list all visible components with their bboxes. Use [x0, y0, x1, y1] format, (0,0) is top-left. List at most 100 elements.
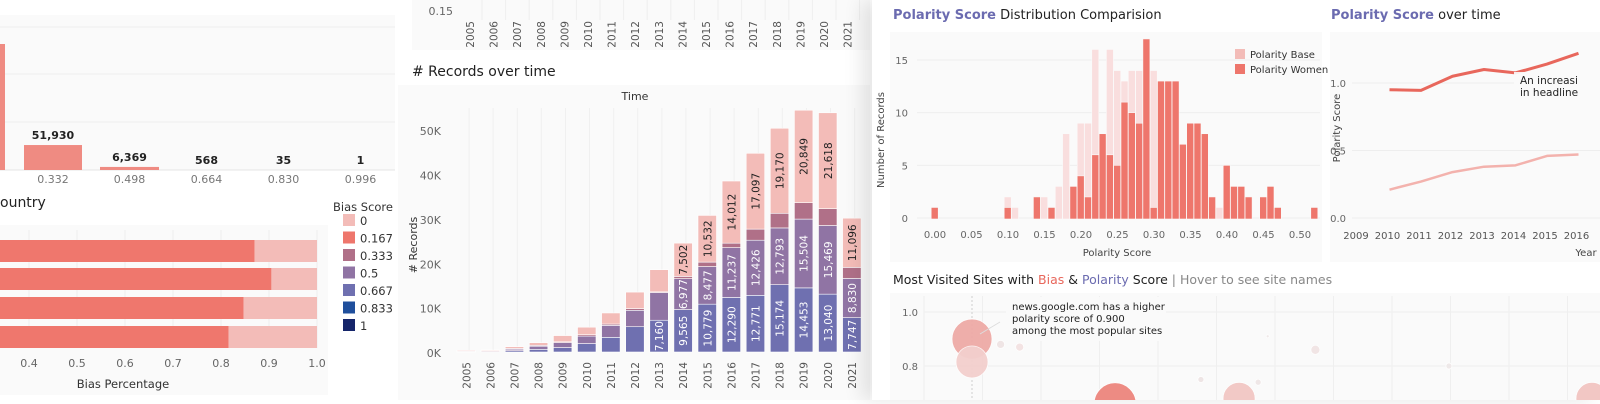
- records-x-tick: 2019: [799, 362, 811, 389]
- polarity-hist-title-rest: Distribution Comparision: [996, 8, 1162, 23]
- scatter-point: [955, 345, 989, 379]
- records-bar-0-2019: [794, 109, 814, 203]
- hist-y-axis-title: Number of Records: [876, 92, 887, 188]
- bias-hist-tick-label: 0.664: [191, 173, 223, 186]
- hist-bar-polarity-women: [1244, 196, 1253, 220]
- hist-y-tick: 0: [902, 214, 908, 225]
- records-bar-0-2012: [625, 291, 645, 309]
- records-y-tick: 10K: [420, 303, 442, 316]
- records-x-tick: 2008: [534, 362, 546, 389]
- bias-hist-value-label: 568: [195, 154, 218, 167]
- hist-bar-polarity-women: [1069, 186, 1078, 220]
- records-y-tick: 20K: [420, 258, 442, 271]
- records-bar-0-2018: [769, 127, 790, 214]
- records-x-axis-title-top: Time: [621, 90, 649, 103]
- records-bar-label: 7,160: [654, 321, 666, 351]
- hist-x-tick: 0.45: [1252, 230, 1274, 241]
- bias-hist-plot-bg: [0, 15, 395, 170]
- hist-bar-polarity-women: [1186, 122, 1195, 220]
- hist-bar-polarity-women: [1091, 154, 1100, 220]
- line-annotation-text: in headline: [1520, 87, 1578, 99]
- legend-label-0.333: 0.333: [360, 249, 393, 263]
- hist-x-tick: 0.30: [1143, 230, 1165, 241]
- polarity-hist-title-accent: Polarity Score: [893, 8, 996, 23]
- records-bar-0-2016: [721, 180, 741, 244]
- hist-x-tick: 0.50: [1289, 230, 1311, 241]
- records-y-axis-title: # Records: [407, 217, 420, 274]
- hist-x-tick: 0.05: [960, 230, 982, 241]
- records-bar-label: 8,830: [847, 283, 859, 313]
- country-bar-0: [254, 240, 317, 262]
- scatter-title-part1: Most Visited Sites with: [893, 272, 1039, 287]
- records-bar-label: 9,565: [678, 316, 690, 346]
- records-bar-0-2009: [553, 335, 573, 343]
- records-bar-0-2020: [818, 112, 838, 209]
- bias-score-legend-title: Bias Score: [333, 200, 393, 214]
- hist-bar-polarity-women: [1237, 186, 1246, 220]
- top-chart-year-tick: 2007: [512, 21, 524, 48]
- top-chart-year-tick: 2016: [725, 21, 737, 48]
- scatter-point: [1310, 344, 1321, 355]
- scatter-point: [1254, 378, 1262, 386]
- line-annotation-text: An increasi: [1520, 75, 1578, 87]
- top-chart-year-tick: 2005: [465, 21, 477, 48]
- scatter-y-tick: 0.8: [902, 362, 918, 373]
- records-bar-0-2014: [673, 242, 693, 277]
- records-x-tick: 2005: [461, 362, 473, 389]
- records-bar-0.5-2013: [649, 291, 669, 321]
- legend-swatch-1: [343, 319, 355, 331]
- records-bar-label: 14,453: [799, 302, 811, 339]
- top-chart-year-tick: 2013: [654, 21, 666, 48]
- records-bar-label: 14,012: [726, 194, 738, 231]
- top-chart-year-tick: 2010: [583, 21, 595, 48]
- hist-bar-polarity-women: [1127, 112, 1136, 220]
- top-chart-year-tick: 2018: [772, 21, 784, 48]
- records-bar-0.333-2016: [721, 242, 741, 248]
- legend-label-1: 1: [360, 319, 367, 333]
- hist-bar-polarity-women: [1230, 186, 1238, 220]
- top-chart-year-tick: 2020: [819, 21, 831, 48]
- records-bar-0-2010: [577, 326, 597, 335]
- records-bar-label: 15,469: [823, 241, 835, 278]
- hist-bar-polarity-women: [1113, 165, 1121, 220]
- bias-hist-value-label: 51,930: [32, 129, 75, 142]
- scatter-title-hint: Hover to see site names: [1179, 272, 1333, 287]
- top-axis-plot-bg: [412, 0, 870, 50]
- scatter-point: [1197, 376, 1205, 383]
- records-bar-0.333-2018: [769, 212, 790, 229]
- records-chart-title: # Records over time: [412, 64, 556, 80]
- line-x-tick: 2011: [1406, 231, 1431, 242]
- left-charts-svg: 51,930 0.332 6,369 0.498 568 0.664 35 0.830 1 0.9…: [0, 0, 870, 391]
- hist-bar-polarity-women: [1149, 207, 1158, 220]
- top-chart-year-tick: 2006: [489, 21, 501, 48]
- line-y-axis-title: Polarity Score: [1332, 94, 1343, 163]
- records-bar-label: 7,747: [847, 320, 859, 350]
- records-bar-0.333-2021: [842, 267, 862, 279]
- records-bar-0.5-2011: [601, 325, 621, 338]
- records-bar-0.333-2014: [673, 276, 693, 279]
- legend-swatch-0.833: [343, 301, 355, 314]
- records-x-tick: 2007: [509, 362, 521, 389]
- records-bar-0-2008: [528, 342, 549, 346]
- scatter-point: [1575, 382, 1600, 404]
- country-bar-0.167: [0, 297, 244, 319]
- records-bar-label: 17,097: [750, 173, 762, 210]
- top-chart-year-tick: 2014: [677, 21, 689, 48]
- records-bar-0.5-2008: [528, 345, 549, 350]
- scatter-title-separator: |: [1167, 272, 1180, 287]
- line-x-tick: 2013: [1469, 231, 1494, 242]
- top-chart-year-tick: 2012: [630, 21, 642, 48]
- hist-bar-polarity-women: [1098, 133, 1107, 220]
- records-x-tick: 2013: [654, 362, 666, 389]
- legend-swatch-0.333: [343, 249, 355, 261]
- records-bar-label: 12,793: [775, 238, 787, 275]
- legend-label-0.667: 0.667: [360, 284, 393, 298]
- bias-hist-value-label: 1: [357, 154, 365, 167]
- country-chart-title: ountry: [0, 195, 46, 211]
- records-bar-0.667-2012: [625, 326, 645, 353]
- hist-bar-polarity-women: [1084, 196, 1092, 220]
- records-bar-label: 12,290: [726, 306, 738, 343]
- bias-hist-bar: [100, 166, 159, 170]
- polarity-line-title: Polarity Score over time: [1331, 8, 1501, 23]
- bias-hist-tick-label: 0.332: [37, 173, 69, 186]
